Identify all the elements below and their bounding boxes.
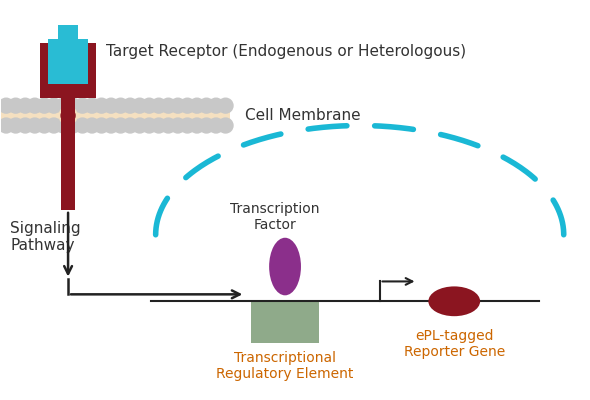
Circle shape [171, 118, 185, 133]
Circle shape [94, 118, 109, 133]
Circle shape [104, 118, 119, 133]
Bar [61, 98, 75, 210]
Circle shape [84, 118, 100, 133]
Text: ePL-tagged
Reporter Gene: ePL-tagged Reporter Gene [404, 329, 505, 359]
Circle shape [65, 118, 80, 133]
Text: Target Receptor (Endogenous or Heterologous): Target Receptor (Endogenous or Heterolog… [106, 44, 466, 58]
Circle shape [151, 118, 166, 133]
Circle shape [65, 98, 80, 113]
Bar [40, 43, 52, 98]
Bar [251, 301, 319, 343]
Text: Transcriptional
Regulatory Element: Transcriptional Regulatory Element [217, 351, 354, 381]
Text: Signaling
Pathway: Signaling Pathway [11, 220, 81, 253]
Circle shape [94, 98, 109, 113]
Circle shape [151, 98, 166, 113]
Circle shape [27, 118, 42, 133]
Circle shape [18, 118, 32, 133]
Bar [40, 84, 96, 98]
Circle shape [180, 98, 195, 113]
Circle shape [208, 118, 224, 133]
Circle shape [161, 98, 176, 113]
Circle shape [218, 98, 233, 113]
Text: Cell Membrane: Cell Membrane [245, 108, 361, 123]
Circle shape [113, 98, 128, 113]
Circle shape [132, 98, 147, 113]
Circle shape [61, 109, 75, 122]
Bar [58, 25, 78, 39]
Bar [48, 39, 88, 84]
Circle shape [218, 118, 233, 133]
Circle shape [18, 98, 32, 113]
Circle shape [0, 98, 14, 113]
Circle shape [37, 118, 52, 133]
Circle shape [161, 118, 176, 133]
Circle shape [180, 118, 195, 133]
Circle shape [56, 118, 71, 133]
Circle shape [47, 98, 61, 113]
Circle shape [8, 118, 23, 133]
Circle shape [75, 118, 90, 133]
Circle shape [75, 98, 90, 113]
Circle shape [199, 118, 214, 133]
Circle shape [123, 98, 137, 113]
Circle shape [0, 118, 14, 133]
Circle shape [189, 118, 204, 133]
Circle shape [142, 98, 157, 113]
Ellipse shape [269, 238, 301, 295]
Circle shape [104, 98, 119, 113]
Circle shape [56, 98, 71, 113]
Ellipse shape [428, 286, 480, 316]
Bar [1, 105, 230, 126]
Bar [84, 43, 96, 98]
Circle shape [132, 118, 147, 133]
Circle shape [8, 98, 23, 113]
Circle shape [47, 118, 61, 133]
Circle shape [189, 98, 204, 113]
Circle shape [199, 98, 214, 113]
Circle shape [37, 98, 52, 113]
Circle shape [123, 118, 137, 133]
Circle shape [113, 118, 128, 133]
Circle shape [171, 98, 185, 113]
Text: Transcription
Factor: Transcription Factor [230, 202, 320, 232]
Circle shape [84, 98, 100, 113]
Circle shape [142, 118, 157, 133]
Circle shape [59, 107, 77, 124]
Circle shape [208, 98, 224, 113]
Circle shape [27, 98, 42, 113]
